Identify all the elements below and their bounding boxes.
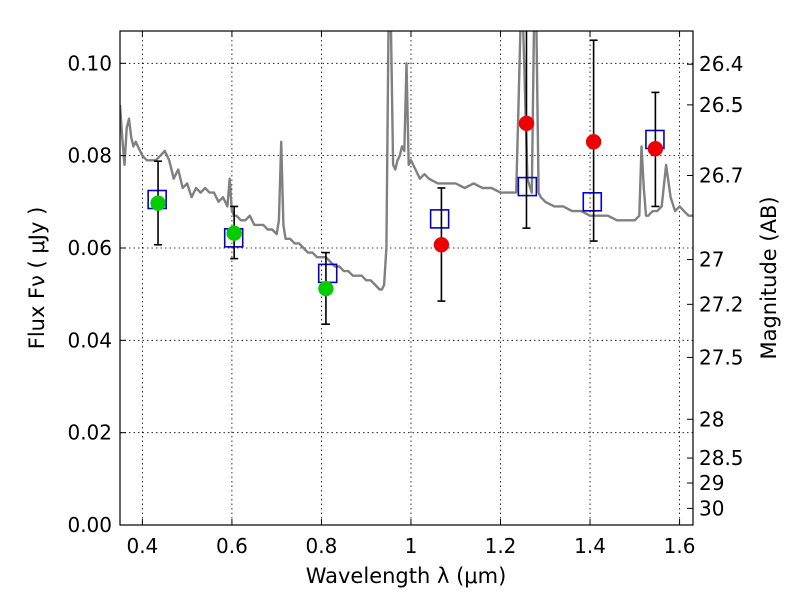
x-tick-label: 1 <box>405 534 418 558</box>
observed-photometry-point <box>318 280 334 297</box>
model-photometry-square <box>517 176 538 197</box>
x-tick-label: 1.6 <box>664 534 696 558</box>
y-tick-label: 0.04 <box>67 328 112 352</box>
y-tick-label: 0.00 <box>67 513 112 537</box>
y2-tick-label: 27.5 <box>699 345 744 369</box>
y-axis-ticks: 0.00 0.02 0.04 0.06 0.08 0.10 <box>67 51 126 537</box>
y-tick-label: 0.08 <box>67 144 112 168</box>
y-tick-label: 0.06 <box>67 236 112 260</box>
y-tick-label: 0.02 <box>67 421 112 445</box>
x-axis-ticks: 0.4 0.6 0.8 1 1.2 1.4 1.6 <box>126 31 695 558</box>
plot-frame <box>119 30 694 526</box>
observed-photometry-point <box>647 140 664 157</box>
y2-tick-label: 28 <box>699 407 724 431</box>
y2-tick-label: 26.5 <box>699 93 744 117</box>
observed-photometry-point <box>150 195 166 211</box>
observed-photometry-point <box>226 225 242 241</box>
y-axis-label: Flux Fν ( μJy ) <box>25 207 49 350</box>
x-tick-label: 1.2 <box>485 534 517 558</box>
model-spectrum-line <box>120 31 693 291</box>
plot-area <box>120 31 693 291</box>
observed-photometry-point <box>433 237 450 253</box>
y2-tick-label: 27.2 <box>699 292 744 316</box>
x-tick-label: 0.6 <box>216 534 248 558</box>
x-tick-label: 0.8 <box>306 534 338 558</box>
y2-tick-label: 29 <box>699 471 724 495</box>
observed-photometry-point <box>585 134 602 150</box>
y2-tick-label: 28.5 <box>699 446 744 470</box>
x-axis-label: Wavelength λ (μm) <box>306 564 507 588</box>
x-tick-label: 0.4 <box>126 534 158 558</box>
y2-axis-label: Magnitude (AB) <box>757 196 781 359</box>
y2-tick-label: 27 <box>699 248 724 272</box>
x-tick-label: 1.4 <box>574 534 606 558</box>
y-tick-label: 0.10 <box>67 51 112 75</box>
y2-tick-label: 30 <box>699 496 724 520</box>
observed-photometry-point <box>518 115 535 132</box>
model-photometry-square <box>582 192 603 212</box>
y2-tick-label: 26.7 <box>699 164 744 188</box>
grid-lines <box>120 31 693 526</box>
error-bars <box>150 31 664 325</box>
model-photometry-square <box>429 209 450 229</box>
y2-tick-label: 26.4 <box>699 52 744 76</box>
